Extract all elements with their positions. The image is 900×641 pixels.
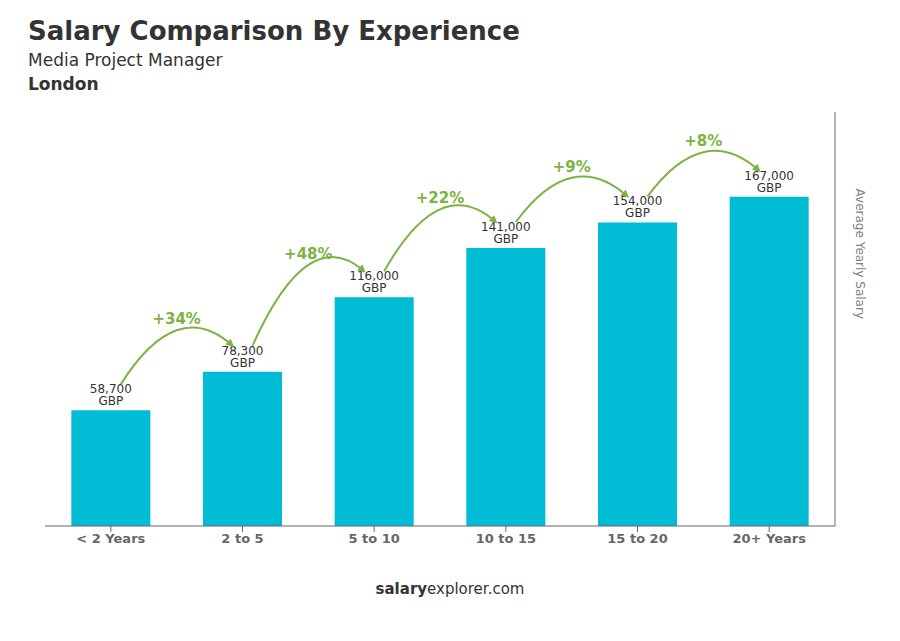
svg-text:+22%: +22%: [416, 189, 464, 207]
svg-text:10 to 15: 10 to 15: [476, 531, 536, 546]
svg-text:141,000GBP: 141,000GBP: [481, 220, 531, 246]
html-text:Salary Comparison By Experienc: Salary Comparison By Experience: [28, 16, 520, 46]
html-text:London: London: [28, 74, 99, 94]
svg-text:167,000GBP: 167,000GBP: [744, 169, 794, 195]
svg-text:5 to 10: 5 to 10: [348, 531, 399, 546]
svg-text:< 2 Years: < 2 Years: [76, 531, 145, 546]
svg-text:+48%: +48%: [284, 245, 332, 263]
svg-text:+9%: +9%: [553, 158, 591, 176]
html-text:salary explorer.com: salary explorer.com: [375, 580, 525, 598]
svg-text:154,000GBP: 154,000GBP: [613, 194, 663, 220]
svg-text:+34%: +34%: [152, 310, 200, 328]
svg-text:2 to 5: 2 to 5: [221, 531, 263, 546]
svg-text:78,300GBP: 78,300GBP: [222, 344, 264, 370]
svg-text:116,000GBP: 116,000GBP: [349, 269, 399, 295]
svg-text:Average Yearly Salary: Average Yearly Salary: [853, 189, 867, 319]
svg-text:15 to 20: 15 to 20: [607, 531, 667, 546]
svg-text:58,700GBP: 58,700GBP: [90, 382, 132, 408]
svg-text:+8%: +8%: [684, 132, 722, 150]
svg-text:20+ Years: 20+ Years: [732, 531, 806, 546]
html-text:Media Project Manager: Media Project Manager: [28, 50, 223, 70]
